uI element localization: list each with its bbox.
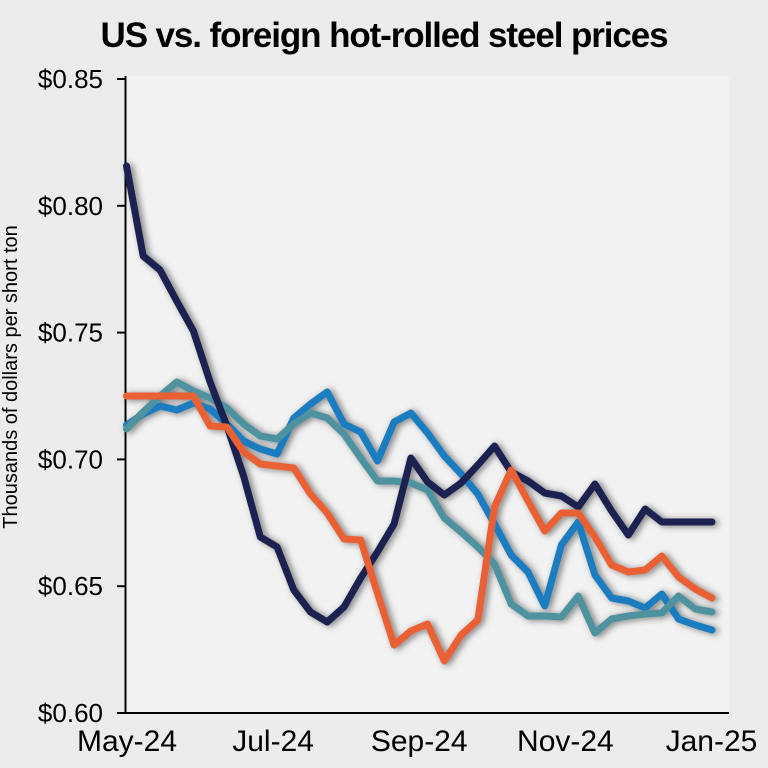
svg-text:US vs. foreign hot-rolled stee: US vs. foreign hot-rolled steel prices [101,16,669,55]
svg-text:Jul-24: Jul-24 [232,725,314,758]
svg-text:Thousands of dollars per short: Thousands of dollars per short ton [0,225,22,529]
svg-text:$0.80: $0.80 [38,191,103,221]
svg-text:$0.65: $0.65 [38,571,103,601]
svg-text:Sep-24: Sep-24 [371,725,468,758]
svg-text:$0.60: $0.60 [38,698,103,728]
svg-text:Jan-25: Jan-25 [666,725,758,758]
svg-text:$0.75: $0.75 [38,318,103,348]
svg-text:$0.85: $0.85 [38,64,103,94]
svg-text:May-24: May-24 [77,725,177,758]
svg-text:$0.70: $0.70 [38,444,103,474]
svg-text:Nov-24: Nov-24 [517,725,614,758]
